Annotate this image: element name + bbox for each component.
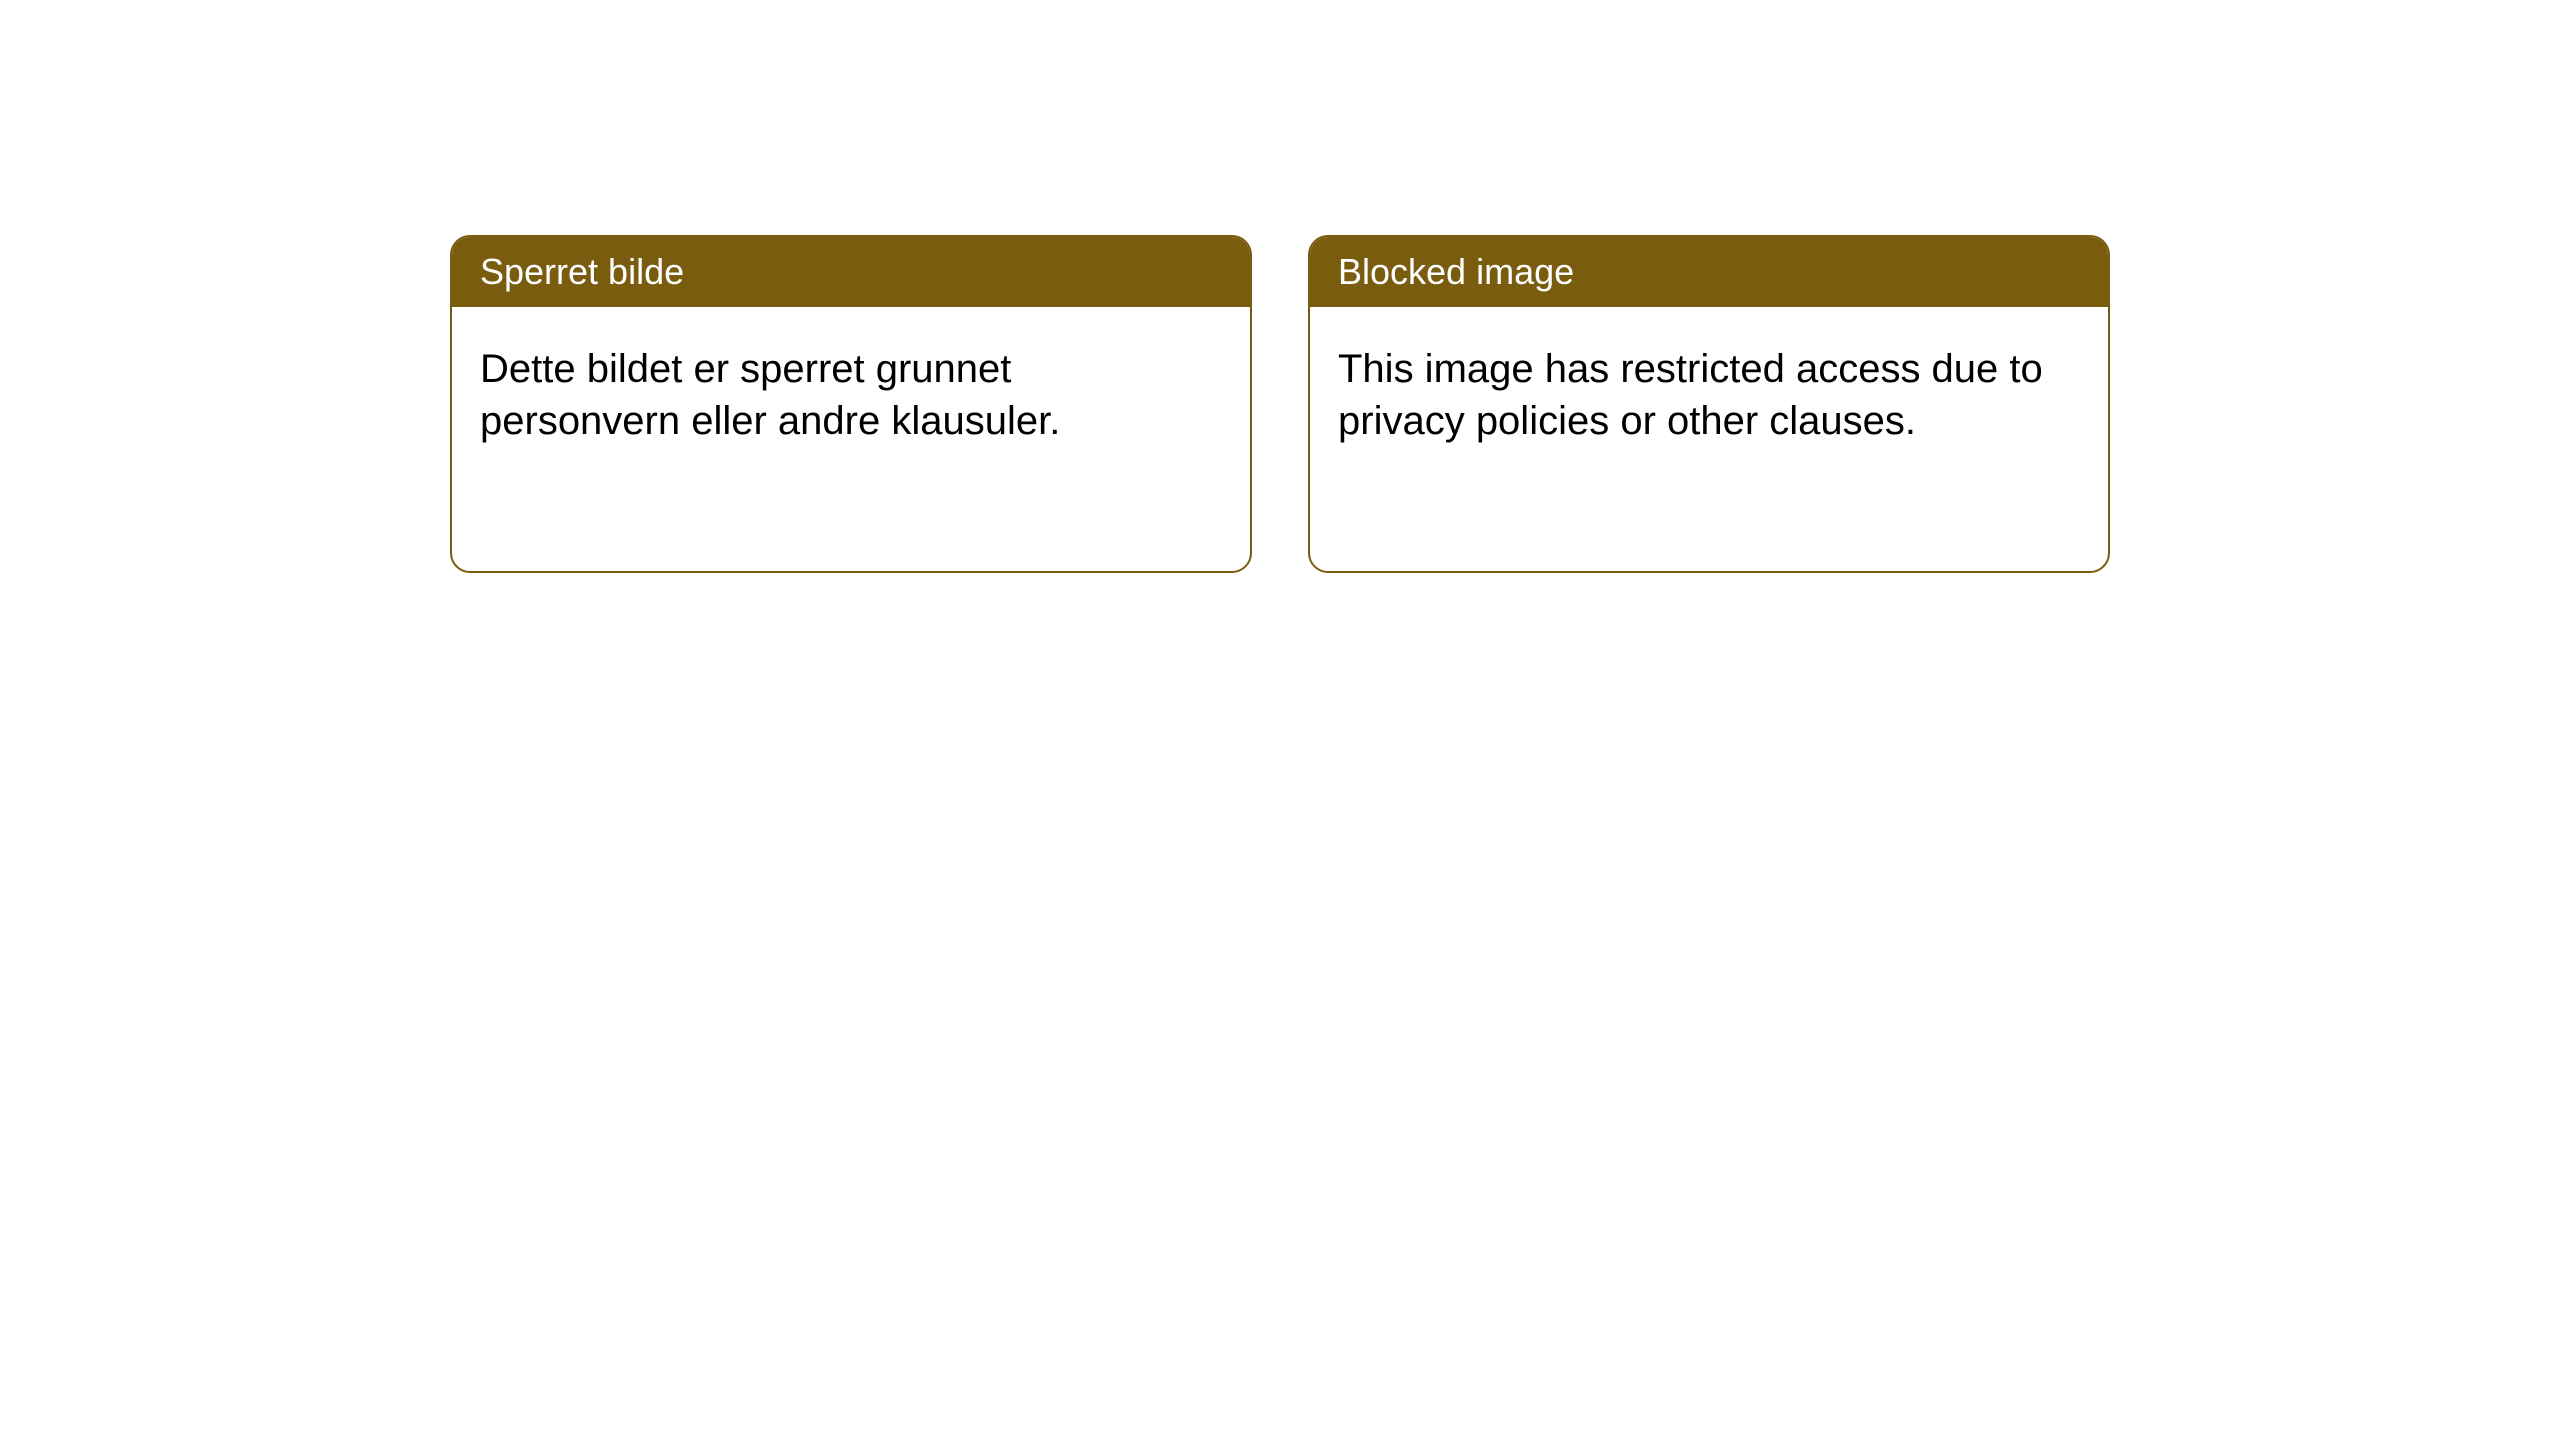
card-title: Blocked image (1338, 251, 1574, 292)
notice-card-norwegian: Sperret bilde Dette bildet er sperret gr… (450, 235, 1252, 573)
card-body: Dette bildet er sperret grunnet personve… (452, 307, 1250, 483)
notice-container: Sperret bilde Dette bildet er sperret gr… (450, 235, 2110, 1440)
card-header: Sperret bilde (452, 237, 1250, 307)
card-body-text: Dette bildet er sperret grunnet personve… (480, 347, 1060, 443)
card-body-text: This image has restricted access due to … (1338, 347, 2043, 443)
card-header: Blocked image (1310, 237, 2108, 307)
card-title: Sperret bilde (480, 251, 684, 292)
notice-card-english: Blocked image This image has restricted … (1308, 235, 2110, 573)
card-body: This image has restricted access due to … (1310, 307, 2108, 483)
